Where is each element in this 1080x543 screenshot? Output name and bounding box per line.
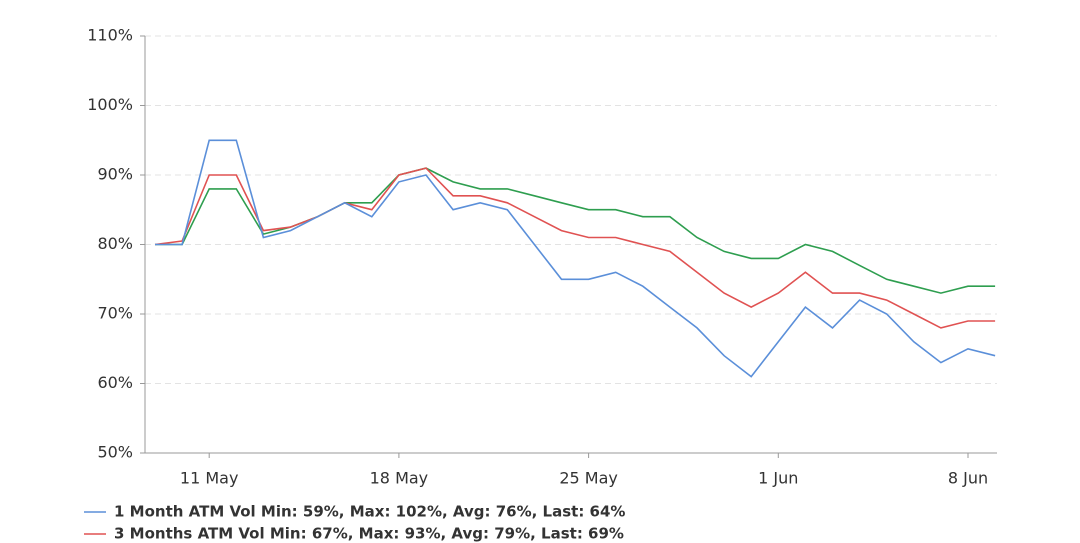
y-tick-label: 80% [97,234,133,253]
y-tick-label: 70% [97,304,133,323]
x-tick-label: 1 Jun [758,469,798,488]
legend-label: 1 Month ATM Vol Min: 59%, Max: 102%, Avg… [114,503,625,521]
x-tick-label: 8 Jun [948,469,988,488]
series-line [154,167,996,329]
x-tick-label: 25 May [559,469,618,488]
x-tick-label: 11 May [180,469,239,488]
y-tick-label: 90% [97,165,133,184]
y-tick-label: 110% [87,26,133,45]
y-tick-label: 60% [97,373,133,392]
series-line [155,167,996,294]
y-tick-label: 100% [87,95,133,114]
y-tick-label: 50% [97,443,133,462]
series-line [155,139,996,378]
legend-label: 3 Months ATM Vol Min: 67%, Max: 93%, Avg… [114,525,624,543]
x-tick-label: 18 May [370,469,429,488]
